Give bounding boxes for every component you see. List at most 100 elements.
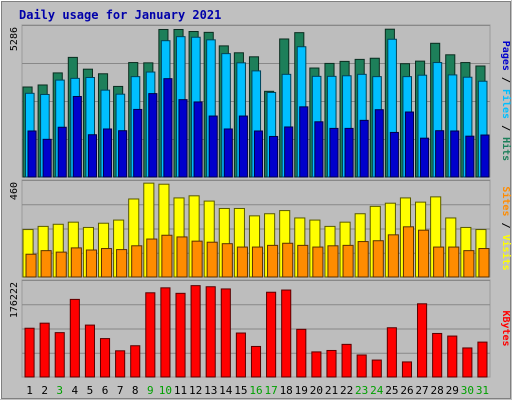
side-label-visits: Visits [500,235,512,271]
bar-sites-day-25 [387,234,399,278]
x-tick-day-11: 11 [174,384,187,397]
bar-sites-day-14 [221,243,233,278]
bar-pages-day-23 [359,119,369,178]
panel-hits-files-pages: 5286 Pages / Files / Hits [9,24,512,178]
x-tick-day-16: 16 [249,384,262,397]
bar-sites-day-23 [357,241,369,278]
bar-sites-day-4 [70,247,82,278]
x-tick-day-21: 21 [325,384,338,397]
bar-pages-day-24 [374,109,384,178]
bar-sites-day-31 [478,248,490,278]
bar-pages-day-3 [57,126,67,178]
bar-pages-day-27 [420,137,430,178]
bar-kbytes-day-3 [54,332,65,378]
bar-sites-day-16 [251,246,264,278]
bar-kbytes-day-12 [190,285,201,378]
bar-pages-day-21 [329,127,339,178]
bar-kbytes-day-16 [250,345,262,378]
bar-sites-day-5 [85,249,97,278]
side-label-/: / [500,216,511,234]
bar-pages-day-30 [465,135,475,178]
x-tick-day-13: 13 [204,384,217,397]
bar-kbytes-day-25 [386,327,397,378]
bar-sites-day-6 [100,248,113,278]
x-tick-day-1: 1 [26,384,33,397]
side-label-/: / [500,71,511,89]
bar-pages-day-12 [193,101,203,178]
bar-sites-day-15 [236,246,248,278]
bar-kbytes-day-14 [220,288,231,378]
bar-kbytes-day-24 [371,359,382,378]
x-tick-day-4: 4 [72,384,79,397]
bar-kbytes-day-8 [130,345,141,378]
x-tick-day-23: 23 [355,384,368,397]
bar-pages-day-20 [314,121,324,178]
bar-sites-day-19 [297,244,309,278]
bar-pages-day-15 [238,115,248,178]
x-tick-day-5: 5 [87,384,94,397]
x-tick-day-31: 31 [476,384,489,397]
bar-sites-day-3 [55,251,67,278]
bar-pages-day-1 [27,130,37,178]
chart-title: Daily usage for January 2021 [19,8,221,22]
bar-pages-day-7 [118,130,128,178]
x-tick-day-3: 3 [56,384,63,397]
bar-pages-day-6 [102,128,113,178]
bar-pages-day-14 [223,128,233,178]
bar-kbytes-day-1 [24,327,35,378]
x-tick-day-28: 28 [431,384,444,397]
bar-pages-day-17 [269,135,279,178]
bar-pages-day-4 [72,95,82,178]
x-tick-day-8: 8 [132,384,139,397]
bar-kbytes-day-5 [84,324,95,378]
bar-sites-day-24 [372,240,384,278]
x-tick-day-18: 18 [280,384,293,397]
bar-kbytes-day-13 [205,286,216,378]
x-tick-day-24: 24 [370,384,384,397]
bar-sites-day-1 [25,253,37,278]
bar-sites-day-26 [402,226,415,278]
bar-kbytes-day-6 [99,338,111,378]
panel-side-label: Pages / Files / Hits [500,41,512,161]
bar-kbytes-day-2 [39,322,50,378]
bar-sites-day-22 [342,244,354,278]
side-label-hits: Hits [500,137,512,161]
bar-kbytes-day-29 [447,335,458,378]
bar-kbytes-day-9 [145,292,156,378]
bar-pages-day-8 [133,108,143,178]
x-tick-day-17: 17 [264,384,277,397]
bar-sites-day-20 [312,246,324,278]
panel-side-label: Sites / Visits [500,186,512,270]
bar-kbytes-day-15 [235,332,246,378]
bar-pages-day-28 [435,130,445,178]
bar-sites-day-11 [176,236,188,278]
bar-kbytes-day-26 [401,361,413,378]
bar-kbytes-day-20 [311,351,322,378]
side-label-kbytes: KBytes [500,310,511,346]
bar-sites-day-12 [191,240,203,278]
bar-sites-day-28 [433,246,445,278]
bar-pages-day-16 [253,130,264,178]
bar-sites-day-8 [131,245,143,278]
bar-kbytes-day-21 [326,349,337,378]
x-tick-day-30: 30 [461,384,474,397]
bar-kbytes-day-7 [115,350,126,378]
x-tick-day-12: 12 [189,384,202,397]
bar-kbytes-day-28 [432,332,443,378]
bar-pages-day-13 [208,115,218,178]
panel-visits-sites: 460 Sites / Visits [9,179,512,278]
side-label-files: Files [500,89,512,119]
side-label-sites: Sites [500,186,512,216]
panel-max-label: 460 [9,182,20,200]
bar-pages-day-9 [148,93,158,178]
bar-pages-day-22 [344,127,354,178]
bar-kbytes-day-4 [69,298,80,378]
x-tick-day-19: 19 [295,384,308,397]
bar-kbytes-day-27 [417,303,428,378]
x-tick-day-22: 22 [340,384,353,397]
bar-pages-day-11 [178,99,188,178]
bar-kbytes-day-19 [296,328,307,378]
bar-sites-day-30 [463,250,475,278]
